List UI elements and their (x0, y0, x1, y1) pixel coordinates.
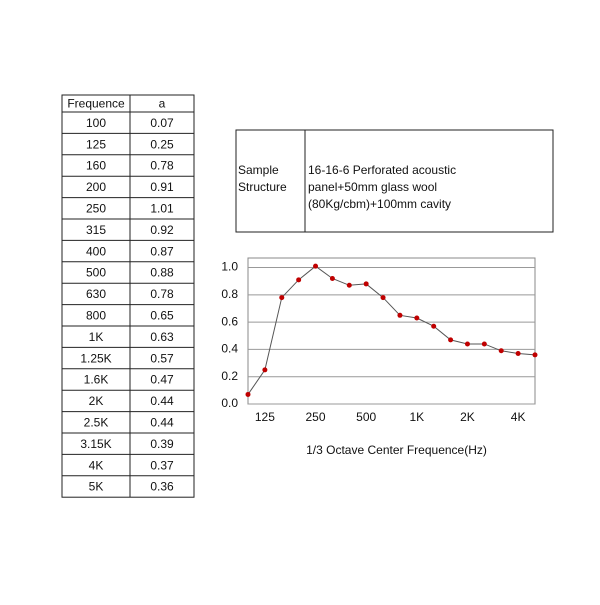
table-border (61, 94, 195, 498)
sample-box (235, 129, 554, 233)
data-point (498, 348, 504, 354)
plot-frame (247, 257, 536, 405)
table-cell: 200 (86, 180, 106, 194)
data-point (262, 367, 268, 373)
data-line (247, 265, 536, 395)
table-cell: 0.07 (150, 116, 174, 130)
sample-label: Structure (238, 180, 287, 194)
data-point (296, 277, 302, 283)
table-cell: 0.37 (150, 458, 174, 472)
table-cell: 800 (86, 308, 106, 322)
sample-text: panel+50mm glass wool (308, 180, 437, 194)
data-point (329, 275, 335, 281)
table-cell: 0.57 (150, 351, 174, 365)
table-cell: 2K (89, 394, 104, 408)
y-tick-label: 0.8 (221, 287, 238, 301)
y-tick-label: 1.0 (221, 260, 238, 274)
table-cell: 5K (89, 480, 104, 494)
data-point (363, 281, 369, 287)
sample-text: 16-16-6 Perforated acoustic (308, 163, 456, 177)
table-cell: 315 (86, 223, 106, 237)
table-cell: 2.5K (84, 415, 109, 429)
data-point (481, 341, 487, 347)
data-point (532, 352, 538, 358)
x-tick-label: 4K (511, 410, 526, 424)
table-cell: 400 (86, 244, 106, 258)
table-cell: 0.78 (150, 159, 174, 173)
table-cell: 1K (89, 330, 104, 344)
table-cell: 0.39 (150, 437, 174, 451)
x-tick-label: 2K (460, 410, 475, 424)
table-cell: 0.44 (150, 415, 174, 429)
table-cell: 160 (86, 159, 106, 173)
data-point (313, 263, 319, 269)
x-tick-label: 250 (306, 410, 326, 424)
table-cell: 4K (89, 458, 104, 472)
x-axis-label: 1/3 Octave Center Frequence(Hz) (306, 443, 487, 457)
table-cell: 0.88 (150, 266, 174, 280)
table-cell: 0.91 (150, 180, 174, 194)
table-header: a (159, 97, 166, 111)
table-header: Frequence (67, 97, 125, 111)
sample-text: (80Kg/cbm)+100mm cavity (308, 197, 451, 211)
data-point (346, 282, 352, 288)
data-point (464, 341, 470, 347)
data-point (431, 323, 437, 329)
table-cell: 0.87 (150, 244, 174, 258)
table-cell: 1.25K (80, 351, 111, 365)
table-cell: 250 (86, 201, 106, 215)
table-cell: 0.25 (150, 137, 174, 151)
table-cell: 0.63 (150, 330, 174, 344)
table-cell: 0.47 (150, 373, 174, 387)
sample-label: Sample (238, 163, 279, 177)
table-cell: 3.15K (80, 437, 111, 451)
table-cell: 0.65 (150, 308, 174, 322)
data-point (380, 295, 386, 301)
table-cell: 0.78 (150, 287, 174, 301)
data-point (448, 337, 454, 343)
table-cell: 100 (86, 116, 106, 130)
table-cell: 0.44 (150, 394, 174, 408)
table-cell: 1.6K (84, 373, 109, 387)
data-point (414, 315, 420, 321)
table-cell: 0.36 (150, 480, 174, 494)
x-tick-label: 500 (356, 410, 376, 424)
data-point (397, 312, 403, 318)
data-point (245, 391, 251, 397)
data-point (279, 295, 285, 301)
y-tick-label: 0.6 (221, 314, 238, 328)
table-cell: 500 (86, 266, 106, 280)
table-cell: 0.92 (150, 223, 174, 237)
x-tick-label: 1K (409, 410, 424, 424)
table-cell: 125 (86, 137, 106, 151)
data-point (515, 351, 521, 357)
y-tick-label: 0.4 (221, 342, 238, 356)
table-cell: 1.01 (150, 201, 174, 215)
y-tick-label: 0.2 (221, 369, 238, 383)
table-cell: 630 (86, 287, 106, 301)
y-tick-label: 0.0 (221, 396, 238, 410)
x-tick-label: 125 (255, 410, 275, 424)
